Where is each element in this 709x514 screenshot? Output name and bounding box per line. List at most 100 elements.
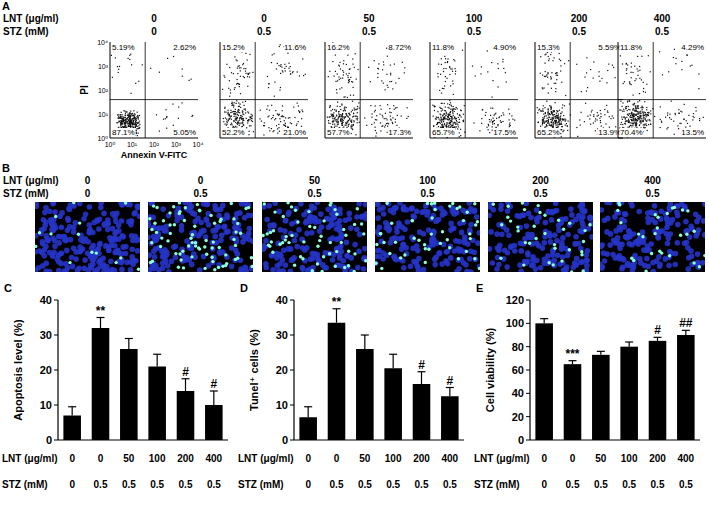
cell-dot <box>458 126 459 127</box>
cell-dot <box>224 75 225 76</box>
cell-dot <box>349 69 350 70</box>
cell-dot <box>237 68 238 69</box>
cell-dot <box>453 122 454 123</box>
cell-dot <box>626 68 627 69</box>
cell-dot <box>133 110 134 111</box>
cell-dot <box>593 61 594 62</box>
cell-dot <box>142 64 143 65</box>
cell-dot <box>639 70 640 71</box>
cell-dot <box>121 122 122 123</box>
cell-dot <box>544 63 545 64</box>
cell-dot <box>139 127 140 128</box>
cell-dot <box>631 120 632 121</box>
cell-dot <box>565 95 566 96</box>
cell-dot <box>274 119 275 120</box>
cell-dot <box>382 115 383 116</box>
cell-dot <box>490 115 491 116</box>
cell-dot <box>621 122 622 123</box>
axis-title: PI <box>79 85 90 95</box>
label-bg <box>173 43 197 52</box>
cell-dot <box>225 117 226 118</box>
cell-dot <box>499 116 500 117</box>
condition-value: 100 <box>466 13 483 24</box>
cell-dot <box>130 117 131 118</box>
cell-dot <box>299 112 300 113</box>
cell-dot <box>587 87 588 88</box>
cell-dot <box>456 107 457 108</box>
cell-dot <box>456 121 457 122</box>
cell-dot <box>351 126 352 127</box>
cell-dot <box>252 115 253 116</box>
cell-dot <box>698 73 699 74</box>
cell-dot <box>450 114 451 115</box>
cell-dot <box>561 124 562 125</box>
cell-dot <box>557 122 558 123</box>
cell-dot <box>648 115 649 116</box>
cell-dot <box>341 104 342 105</box>
cell-dot <box>552 123 553 124</box>
cell-dot <box>135 126 136 127</box>
cell-dot <box>648 55 649 56</box>
cell-dot <box>347 55 348 56</box>
cell-dot <box>627 64 628 65</box>
cell-dot <box>335 81 336 82</box>
cell-dot <box>461 116 462 117</box>
cell-dot <box>229 119 230 120</box>
cell-dot <box>381 109 382 110</box>
cell-dot <box>488 125 489 126</box>
cell-dot <box>231 115 232 116</box>
cell-dot <box>540 56 541 57</box>
cell-dot <box>458 117 459 118</box>
cell-dot <box>271 62 272 63</box>
cell-dot <box>630 117 631 118</box>
cell-dot <box>491 119 492 120</box>
cell-dot <box>132 124 133 125</box>
cell-dot <box>435 118 436 119</box>
cell-dot <box>371 117 372 118</box>
cell-dot <box>539 109 540 110</box>
cell-dot <box>444 116 445 117</box>
cell-dot <box>636 124 637 125</box>
cell-dot <box>390 119 391 120</box>
cell-dot <box>444 103 445 104</box>
cell-dot <box>627 114 628 115</box>
cell-dot <box>457 123 458 124</box>
cell-dot <box>449 74 450 75</box>
cell-dot <box>635 107 636 108</box>
cell-dot <box>553 125 554 126</box>
cell-dot <box>357 116 358 117</box>
cell-dot <box>124 123 125 124</box>
cell-dot <box>234 113 235 114</box>
cell-dot <box>129 121 130 122</box>
cell-dot <box>121 123 122 124</box>
cell-dot <box>459 115 460 116</box>
cell-dot <box>135 127 136 128</box>
cell-dot <box>240 93 241 94</box>
cell-dot <box>356 79 357 80</box>
cell-dot <box>433 125 434 126</box>
cell-dot <box>449 104 450 105</box>
cell-dot <box>555 121 556 122</box>
cell-dot <box>237 73 238 74</box>
cell-dot <box>237 122 238 123</box>
cell-dot <box>642 112 643 113</box>
cell-dot <box>635 115 636 116</box>
cell-dot <box>509 123 510 124</box>
cell-dot <box>599 71 600 72</box>
cell-dot <box>136 125 137 126</box>
cell-dot <box>446 126 447 127</box>
cell-dot <box>441 103 442 104</box>
cell-dot <box>127 121 128 122</box>
cell-dot <box>443 119 444 120</box>
cell-dot <box>624 123 625 124</box>
cell-dot <box>223 121 224 122</box>
cell-dot <box>385 113 386 114</box>
cell-dot <box>544 116 545 117</box>
cell-dot <box>560 60 561 61</box>
cell-dot <box>375 127 376 128</box>
cell-dot <box>337 121 338 122</box>
cell-dot <box>646 125 647 126</box>
cell-dot <box>537 112 538 113</box>
cell-dot <box>238 121 239 122</box>
cell-dot <box>122 120 123 121</box>
